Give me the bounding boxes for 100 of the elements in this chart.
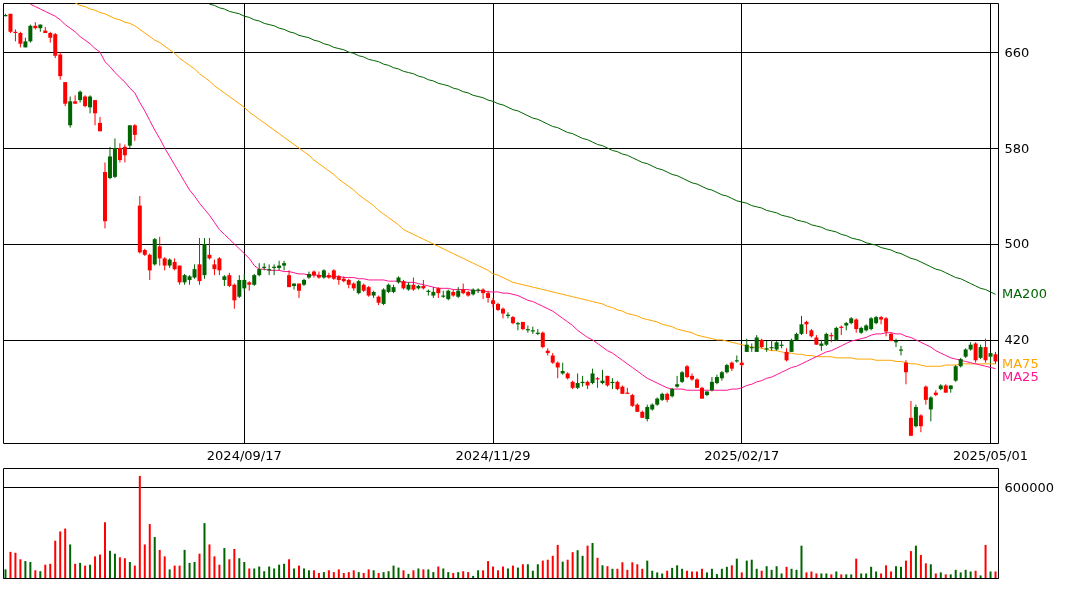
bar	[128, 561, 131, 578]
x-tick-label: 2024/11/29	[455, 447, 531, 463]
bar	[467, 572, 470, 578]
bar	[183, 549, 186, 578]
bar	[934, 573, 937, 578]
x-tick-label: 2024/09/17	[206, 447, 282, 463]
bar	[387, 571, 390, 578]
bar	[984, 544, 987, 578]
bar	[576, 550, 579, 578]
bar	[730, 565, 733, 578]
bar	[34, 570, 37, 578]
candlestick	[282, 260, 287, 271]
bar	[775, 566, 778, 578]
bar	[676, 565, 679, 578]
bar	[452, 573, 455, 578]
bar	[163, 556, 166, 578]
candlestick	[297, 283, 302, 299]
bar	[103, 522, 106, 578]
bar	[526, 564, 529, 578]
bar	[551, 555, 554, 578]
bar	[188, 562, 191, 578]
candlestick	[983, 338, 988, 364]
bar	[248, 568, 251, 578]
bar	[681, 568, 684, 578]
bar	[108, 550, 111, 578]
bar	[641, 568, 644, 578]
bar	[651, 570, 654, 578]
candlestick	[237, 274, 242, 299]
bar	[402, 570, 405, 578]
bar	[113, 553, 116, 578]
bar	[989, 571, 992, 578]
bar	[666, 570, 669, 578]
series-label: MA200	[1002, 286, 1047, 302]
bar	[372, 570, 375, 578]
bar	[352, 570, 355, 578]
bar	[84, 565, 87, 578]
bar	[397, 567, 400, 578]
bar	[178, 565, 181, 578]
bar	[298, 565, 301, 578]
bar	[312, 570, 315, 578]
bar	[929, 564, 932, 578]
bar	[258, 566, 261, 578]
bar	[9, 551, 12, 578]
bar	[895, 566, 898, 578]
candlestick	[913, 404, 918, 428]
bar	[462, 571, 465, 578]
bar	[29, 561, 32, 578]
bar	[472, 575, 475, 578]
bar	[268, 566, 271, 578]
bar	[153, 537, 156, 578]
bar	[725, 566, 728, 578]
bar	[158, 549, 161, 578]
bar	[765, 566, 768, 578]
candlestick	[928, 395, 933, 422]
bar	[337, 569, 340, 578]
bar	[516, 567, 519, 578]
bar	[531, 570, 534, 578]
y-tick-label: 660	[1004, 44, 1030, 60]
bar	[317, 573, 320, 578]
bar	[949, 574, 952, 578]
bar	[173, 565, 176, 578]
bar	[536, 564, 539, 578]
bar	[521, 564, 524, 578]
bar	[99, 554, 102, 578]
bar	[760, 570, 763, 578]
bar	[561, 561, 564, 578]
bar	[407, 573, 410, 578]
bar	[636, 564, 639, 578]
bar	[89, 564, 92, 578]
bar	[228, 559, 231, 578]
bar	[14, 552, 17, 578]
x-tick-label: 2025/05/01	[953, 447, 1029, 463]
candlestick	[903, 359, 908, 385]
bar	[501, 566, 504, 578]
bar	[4, 569, 7, 578]
bar	[412, 570, 415, 578]
bar	[218, 564, 221, 578]
bar	[506, 568, 509, 578]
candlestick	[68, 96, 73, 129]
bar	[596, 557, 599, 578]
candlestick	[500, 307, 505, 319]
bar	[835, 571, 838, 578]
bar	[273, 568, 276, 578]
candlestick	[486, 290, 491, 304]
bar	[671, 567, 674, 578]
bar	[720, 568, 723, 578]
bar	[686, 570, 689, 578]
bar	[546, 559, 549, 578]
bar	[367, 569, 370, 578]
bar	[875, 571, 878, 578]
bar	[288, 559, 291, 578]
bar	[94, 556, 97, 578]
bar	[302, 568, 305, 578]
candlestick	[127, 124, 132, 149]
bar	[904, 560, 907, 578]
bar	[601, 565, 604, 578]
bar	[307, 570, 310, 578]
bar	[909, 551, 912, 578]
bar	[39, 571, 42, 578]
bar	[815, 573, 818, 578]
